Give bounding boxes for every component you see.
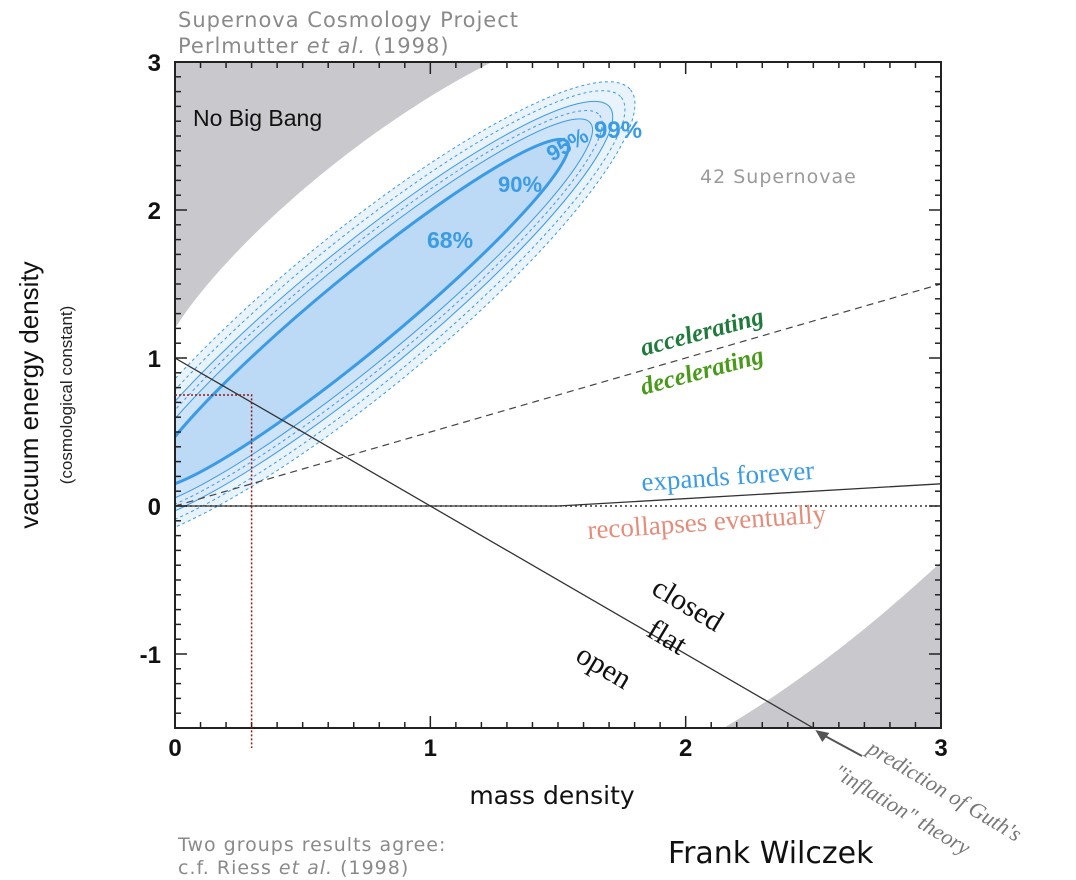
header-etal: et al.: [306, 34, 366, 58]
y-axis-label: vacuum energy density: [14, 261, 44, 528]
footer-line-1: Two groups results agree:: [178, 834, 446, 856]
header-line-1: Supernova Cosmology Project: [178, 8, 519, 32]
x-tick-label: 3: [934, 735, 947, 762]
x-tick-label: 2: [679, 735, 692, 762]
header-title: Supernova Cosmology Project: [178, 8, 520, 32]
header-year: (1998): [373, 34, 450, 58]
y-tick-label: 0: [148, 494, 161, 521]
footer-year: (1998): [340, 857, 410, 879]
no-big-bang-region: [175, 62, 492, 329]
prediction-arrow: [820, 733, 863, 757]
contour-95-inner: [175, 109, 603, 518]
y-tick-label: -1: [140, 642, 161, 669]
no-big-bang-label: No Big Bang: [193, 105, 322, 131]
x-axis-label: mass density: [469, 781, 635, 810]
contour-label-68: 68%: [427, 227, 473, 253]
contour-99: [175, 90, 626, 538]
flat-line: [175, 357, 814, 728]
x-tick-label: 0: [168, 735, 181, 762]
supernovae-count-label: 42 Supernovae: [700, 166, 857, 188]
accelerating-line: [175, 283, 941, 507]
contour-label-90: 90%: [498, 172, 542, 197]
prediction-arrowhead: [815, 730, 830, 742]
confidence-contours: [175, 81, 636, 546]
header-author: Perlmutter: [178, 34, 300, 58]
footer-ref: c.f. Riess: [178, 857, 272, 879]
credit-text: Frank Wilczek: [668, 836, 874, 871]
y-tick-label: 3: [148, 50, 161, 77]
x-tick-label: 1: [424, 735, 437, 762]
footer-text: Two groups results agree:: [178, 834, 447, 856]
expands-forever-label: expands forever: [640, 455, 815, 497]
header-line-2: Perlmutter et al. (1998): [178, 34, 450, 58]
y-tick-label: 1: [148, 346, 161, 373]
y-tick-label: 2: [148, 198, 161, 225]
expands-forever-line: [175, 483, 941, 507]
open-label: open: [570, 638, 637, 696]
omega-marker-guide: [175, 394, 253, 748]
bottom-right-exclusion-region: [723, 562, 941, 728]
contour-label-99: 99%: [594, 117, 642, 144]
contour-68: [175, 137, 571, 490]
footer-etal: et al.: [278, 857, 334, 879]
y-axis-sublabel: (cosmological constant): [57, 306, 76, 485]
footer-line-2: c.f. Riess et al. (1998): [178, 857, 409, 879]
